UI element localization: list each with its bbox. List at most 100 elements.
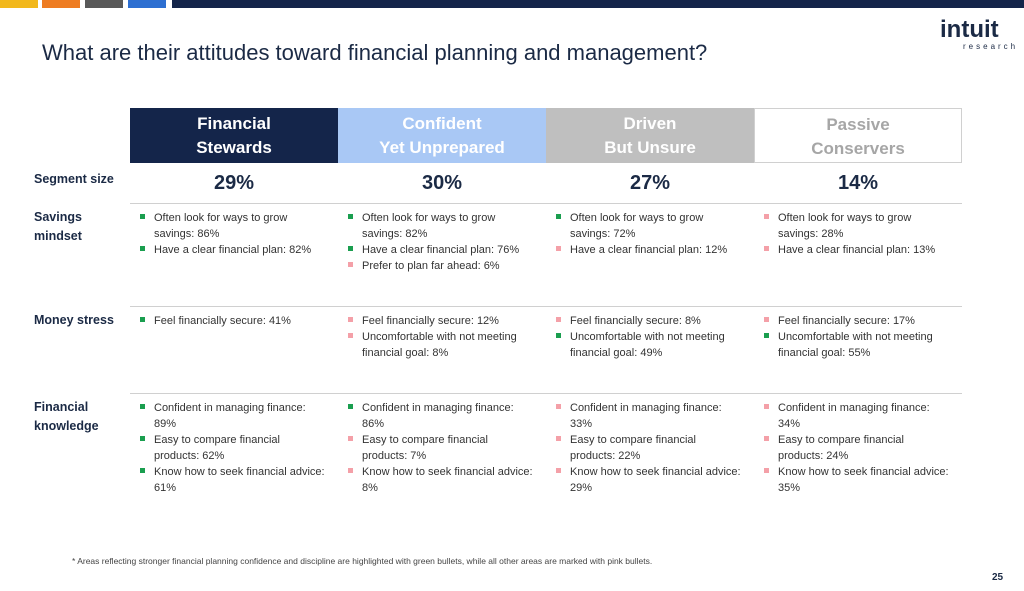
bullet	[348, 404, 353, 409]
bullet	[556, 436, 561, 441]
segment-size: 30%	[421, 172, 463, 194]
bullet-text: Confident in managing finance: 89%	[154, 402, 306, 430]
bullet-item: Easy to compare financial products: 24%	[762, 432, 950, 464]
bullet-item: Uncomfortable with not meeting financial…	[346, 329, 534, 361]
bullet-item: Confident in managing finance: 34%	[762, 400, 950, 432]
row-label: Money stress	[34, 313, 114, 327]
bullet-item: Know how to seek financial advice: 8%	[346, 464, 534, 496]
bullet-item: Know how to seek financial advice: 29%	[554, 464, 742, 496]
bullet	[556, 246, 561, 251]
bullet	[348, 333, 353, 338]
cell: Feel financially secure: 41%	[138, 313, 326, 329]
bullet-item: Know how to seek financial advice: 61%	[138, 464, 326, 496]
bullet-item: Have a clear financial plan: 12%	[554, 242, 742, 258]
bullet-item: Uncomfortable with not meeting financial…	[554, 329, 742, 361]
bullet-text: Confident in managing finance: 34%	[778, 402, 930, 430]
bullet	[348, 317, 353, 322]
bullet	[764, 333, 769, 338]
column-header-line: Conservers	[811, 139, 905, 158]
cell: Often look for ways to grow savings: 72%…	[554, 210, 742, 258]
bullet-text: Easy to compare financial products: 7%	[362, 434, 488, 462]
bullet-text: Confident in managing finance: 33%	[570, 402, 722, 430]
row-separator	[130, 393, 962, 394]
bullet	[140, 317, 145, 322]
column-header-line: Confident	[402, 114, 482, 133]
bullet-item: Often look for ways to grow savings: 82%	[346, 210, 534, 242]
bullet-item: Have a clear financial plan: 13%	[762, 242, 950, 258]
bullet-text: Have a clear financial plan: 82%	[154, 244, 312, 256]
bullet	[140, 468, 145, 473]
cell: Feel financially secure: 8% Uncomfortable…	[554, 313, 742, 361]
bullet	[764, 214, 769, 219]
stripe	[0, 0, 38, 8]
stripe	[85, 0, 123, 8]
bullet-text: Easy to compare financial products: 22%	[570, 434, 696, 462]
segment-size: 29%	[213, 172, 255, 194]
bullet-text: Uncomfortable with not meeting financial…	[362, 331, 517, 359]
page-number: 25	[992, 572, 1004, 583]
bullet-text: Often look for ways to grow savings: 86%	[154, 212, 288, 240]
bullet-text: Often look for ways to grow savings: 28%	[778, 212, 912, 240]
segment-size: 14%	[837, 172, 879, 194]
footnote: * Areas reflecting stronger financial pl…	[72, 556, 653, 566]
bullet-item: Easy to compare financial products: 62%	[138, 432, 326, 464]
bullet-item: Often look for ways to grow savings: 28%	[762, 210, 950, 242]
bullet-text: Have a clear financial plan: 76%	[362, 244, 520, 256]
bullet	[140, 404, 145, 409]
bullet-text: Often look for ways to grow savings: 82%	[362, 212, 496, 240]
bullet-item: Feel financially secure: 17%	[762, 313, 950, 329]
bullet-item: Feel financially secure: 12%	[346, 313, 534, 329]
column-header: Confident Yet Unprepared	[338, 108, 546, 163]
bullet	[764, 404, 769, 409]
bullet	[348, 436, 353, 441]
column-header-line: But Unsure	[604, 138, 696, 157]
bullet-text: Prefer to plan far ahead: 6%	[362, 260, 500, 272]
bullet	[348, 214, 353, 219]
bullet	[556, 468, 561, 473]
logo: intuit	[940, 16, 999, 43]
bullet-text: Have a clear financial plan: 13%	[778, 244, 936, 256]
bullet-item: Confident in managing finance: 89%	[138, 400, 326, 432]
logo-sub: research	[963, 42, 1019, 51]
row-label: Segment size	[34, 172, 114, 186]
bullet	[764, 317, 769, 322]
bullet-text: Know how to seek financial advice: 61%	[154, 466, 325, 494]
bullet-text: Uncomfortable with not meeting financial…	[778, 331, 933, 359]
row-label: Financial knowledge	[34, 400, 99, 433]
bullet-text: Uncomfortable with not meeting financial…	[570, 331, 725, 359]
bullet	[556, 317, 561, 322]
cell: Confident in managing finance: 86% Easy t…	[346, 400, 534, 496]
bullet-item: Feel financially secure: 8%	[554, 313, 742, 329]
column-header-line: Passive	[826, 115, 890, 134]
bullet-item: Confident in managing finance: 33%	[554, 400, 742, 432]
bullet	[140, 436, 145, 441]
bullet	[764, 246, 769, 251]
bullet-text: Feel financially secure: 8%	[570, 315, 701, 327]
bullet-item: Have a clear financial plan: 82%	[138, 242, 326, 258]
column-header-line: Financial	[197, 114, 271, 133]
bullet-text: Easy to compare financial products: 24%	[778, 434, 904, 462]
cell: Confident in managing finance: 89% Easy t…	[138, 400, 326, 496]
column-header-line: Yet Unprepared	[379, 138, 505, 157]
column-header: Financial Stewards	[130, 108, 338, 163]
bullet-text: Feel financially secure: 41%	[154, 315, 291, 327]
bullet	[556, 214, 561, 219]
bullet-text: Know how to seek financial advice: 29%	[570, 466, 741, 494]
bullet	[140, 246, 145, 251]
bullet-text: Often look for ways to grow savings: 72%	[570, 212, 704, 240]
bullet-text: Confident in managing finance: 86%	[362, 402, 514, 430]
column-header: Passive Conservers	[754, 108, 962, 163]
bullet	[348, 468, 353, 473]
row-label: Savings mindset	[34, 210, 82, 243]
row-separator	[130, 306, 962, 307]
cell: Feel financially secure: 12% Uncomfortabl…	[346, 313, 534, 361]
bullet-item: Easy to compare financial products: 22%	[554, 432, 742, 464]
cell: Often look for ways to grow savings: 82%…	[346, 210, 534, 274]
bullet-item: Confident in managing finance: 86%	[346, 400, 534, 432]
stripe	[42, 0, 80, 8]
bullet	[556, 404, 561, 409]
bullet-item: Prefer to plan far ahead: 6%	[346, 258, 534, 274]
bullet-text: Have a clear financial plan: 12%	[570, 244, 728, 256]
bullet-item: Easy to compare financial products: 7%	[346, 432, 534, 464]
